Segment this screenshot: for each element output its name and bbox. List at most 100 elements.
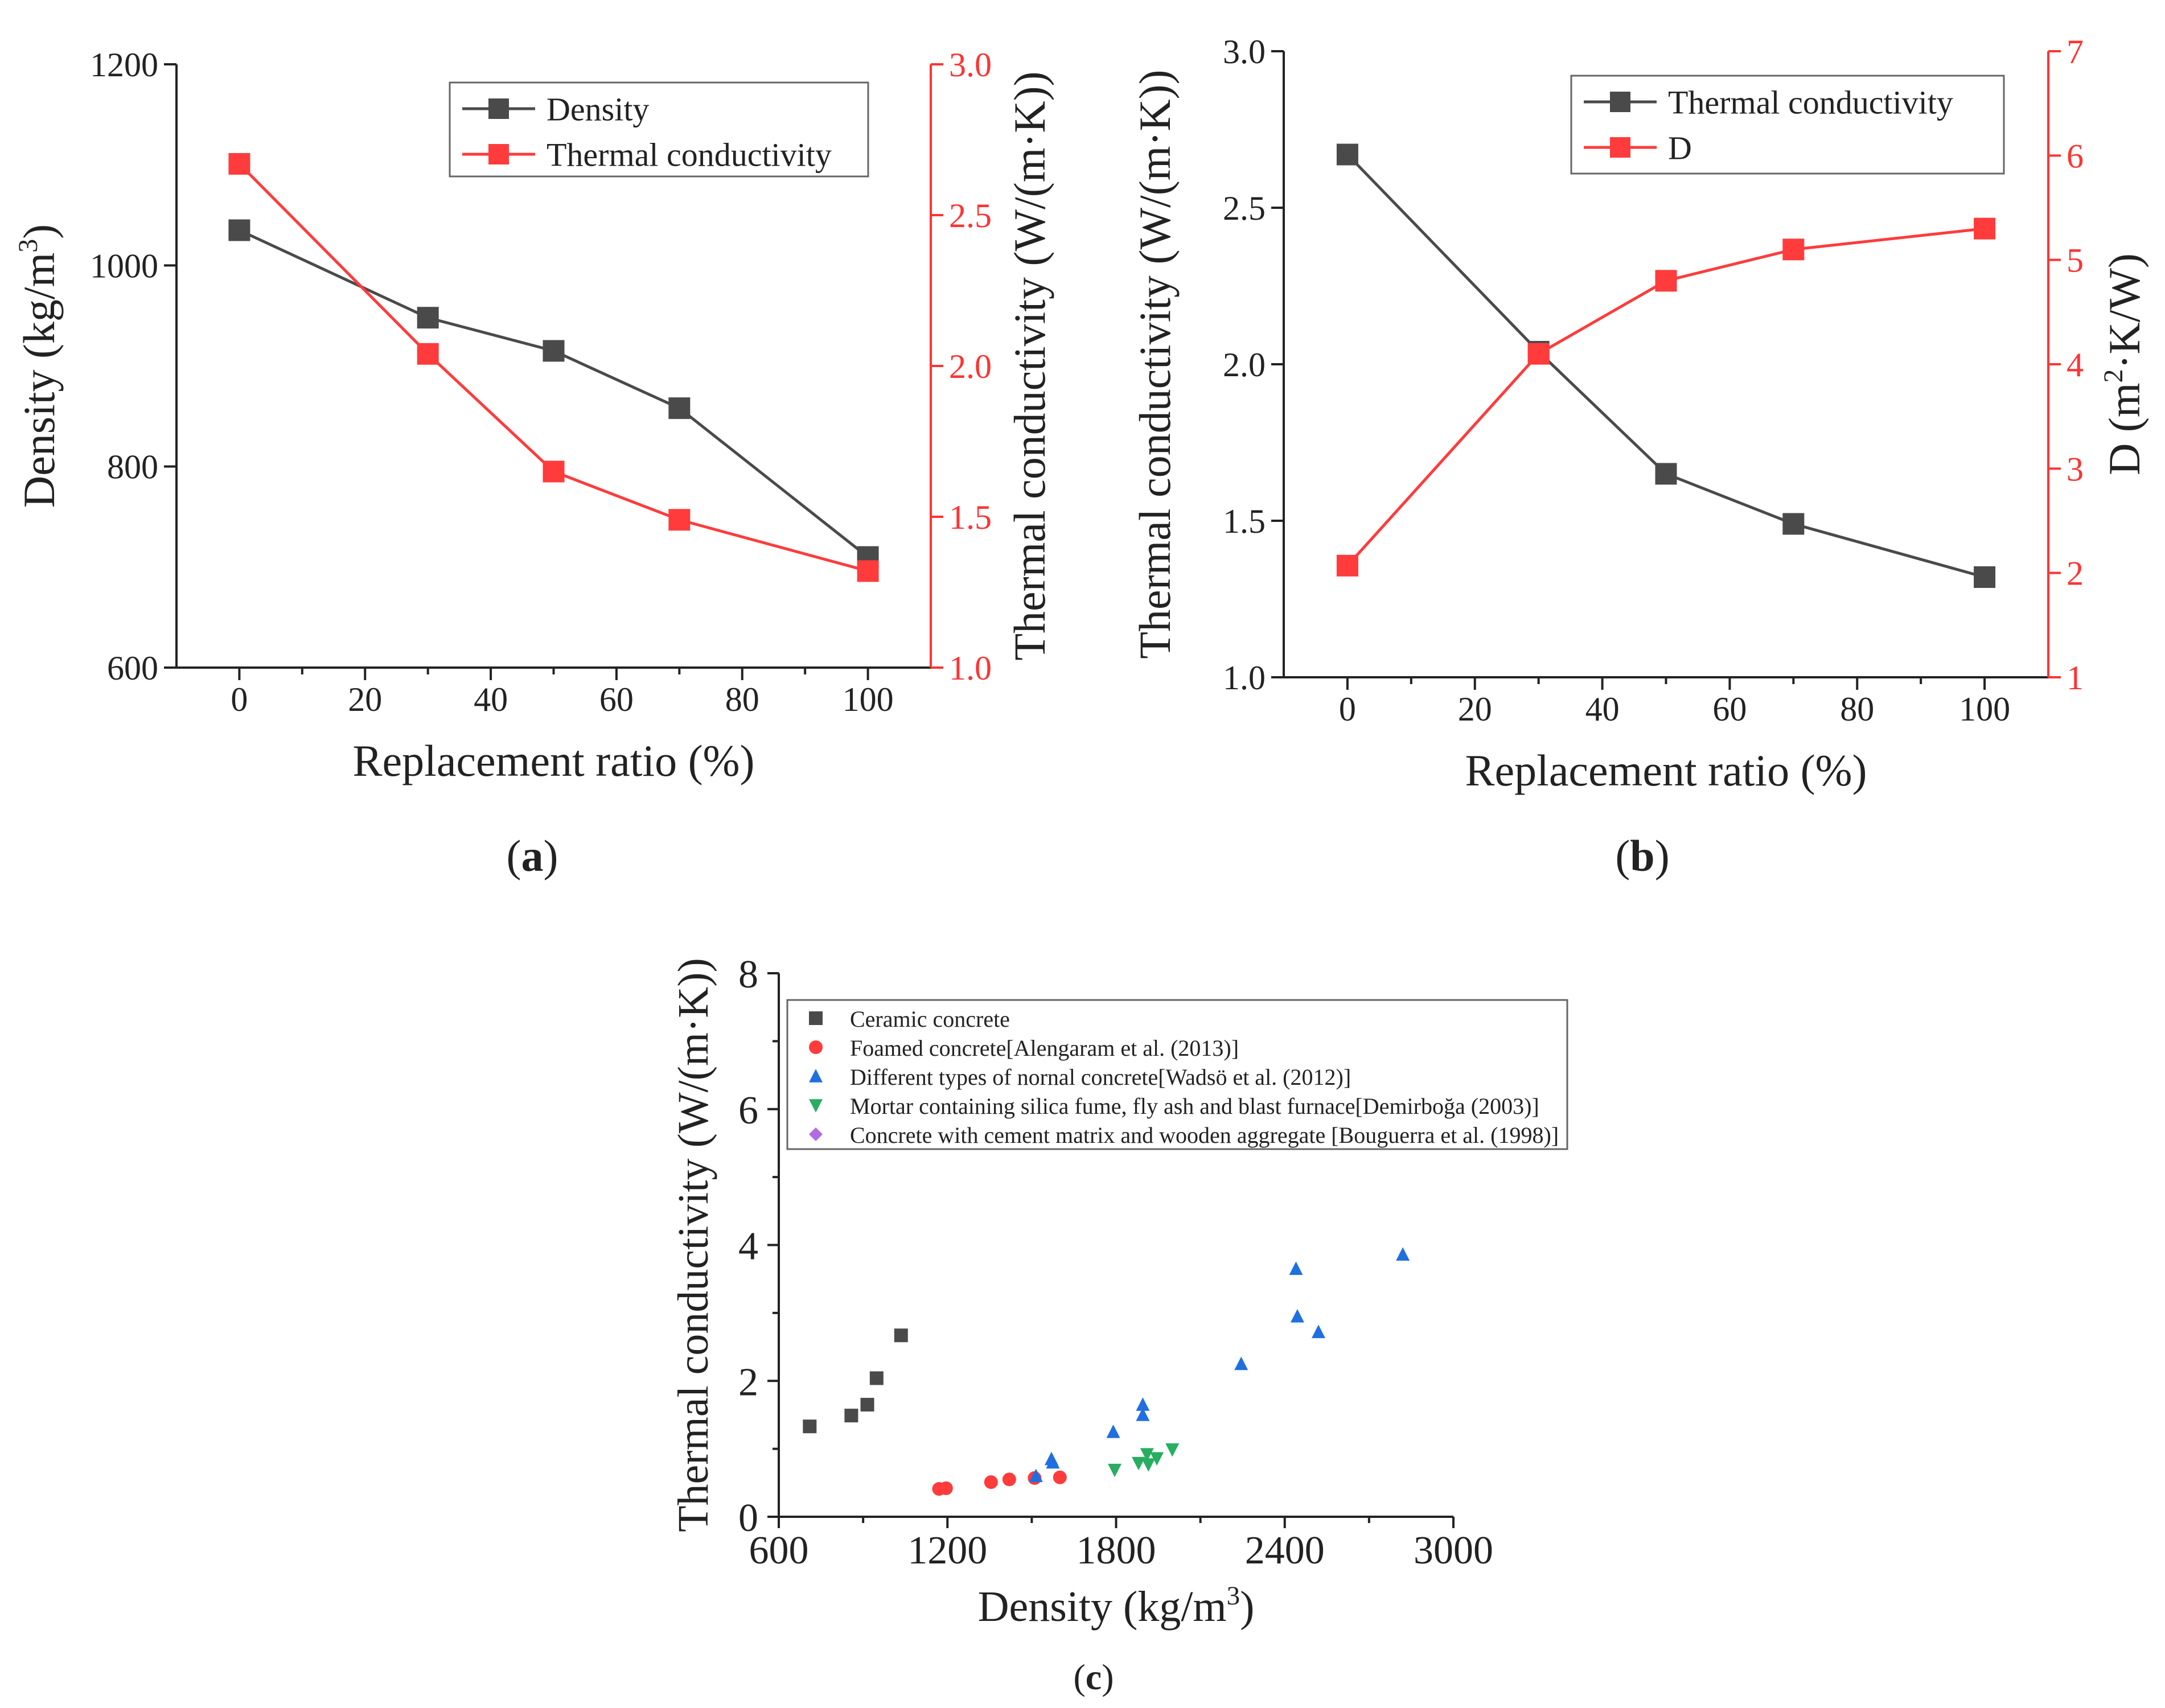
- legend-marker: [488, 98, 509, 119]
- legend-marker: [1610, 92, 1630, 112]
- data-point: [1527, 343, 1550, 365]
- x-tick-label: 40: [1585, 690, 1620, 728]
- data-point: [668, 509, 691, 531]
- x-axis-title: Replacement ratio (%): [353, 736, 755, 785]
- legend-label: Ceramic concrete: [850, 1006, 1010, 1032]
- y-tick-label: 8: [738, 953, 758, 997]
- legend-marker: [809, 1040, 823, 1054]
- panel-b-chart: 0 20 40 60 80 100 1.0 1.5 2.0 2.5 3.0 1 2 3 4 5 6 7 Replac…: [1130, 33, 2149, 880]
- data-point: [894, 1328, 908, 1343]
- x-tick-label: 60: [599, 681, 634, 718]
- legend-marker: [1610, 137, 1630, 158]
- data-point: [860, 1398, 874, 1412]
- x-tick-label: 40: [474, 681, 508, 718]
- panel-label: (c): [1073, 1657, 1114, 1697]
- x-axis-title: Density (kg/m3): [978, 1581, 1255, 1631]
- data-point: [1782, 513, 1805, 535]
- data-point: [1046, 1455, 1060, 1469]
- y-tick-label: 2: [738, 1360, 758, 1404]
- series-line-0: [239, 229, 869, 558]
- legend-label: Density: [547, 90, 649, 127]
- legend-label: Thermal conductivity: [547, 136, 832, 173]
- y-axis-title: Thermal conductivity (W/(m·K)): [669, 958, 717, 1532]
- panel-c-chart: 600 1200 1800 2400 3000 0 2 4 6 8 Density (kg/m3) T…: [669, 953, 1568, 1697]
- data-point: [1136, 1407, 1150, 1421]
- y-left-tick-label: 3.0: [1223, 33, 1266, 71]
- data-point: [1002, 1472, 1016, 1487]
- x-tick-label: 100: [843, 681, 894, 718]
- data-point: [1150, 1452, 1164, 1466]
- y-right-axis-title: Thermal conductivity (W/(m·K)): [1005, 71, 1054, 660]
- y-tick-label: 4: [738, 1225, 758, 1269]
- data-point: [1336, 554, 1358, 577]
- legend-box: [786, 999, 1568, 1150]
- x-tick-label: 3000: [1414, 1529, 1493, 1573]
- x-tick-label: 20: [348, 681, 382, 718]
- y-right-tick-label: 2: [2067, 555, 2084, 592]
- data-point: [228, 153, 250, 175]
- legend-marker: [809, 1069, 823, 1083]
- data-point: [543, 340, 565, 362]
- legend-label: D: [1668, 129, 1692, 166]
- y-right-tick-label: 4: [2067, 346, 2084, 384]
- data-point: [1290, 1309, 1304, 1323]
- data-point: [803, 1419, 817, 1434]
- y-right-tick-label: 6: [2067, 137, 2084, 175]
- y-tick-label: 0: [738, 1496, 758, 1540]
- legend-label: Concrete with cement matrix and wooden a…: [850, 1122, 1559, 1148]
- y-left-tick-label: 2.0: [1223, 346, 1266, 384]
- data-point: [1782, 238, 1805, 261]
- panel-label: (a): [507, 831, 558, 880]
- data-point: [1336, 143, 1358, 166]
- data-point: [1029, 1468, 1043, 1483]
- y-right-tick-label: 1: [2067, 659, 2084, 697]
- data-point: [417, 307, 439, 329]
- data-point: [668, 397, 691, 419]
- data-point: [1140, 1448, 1154, 1462]
- y-left-axis-title: Thermal conductivity (W/(m·K)): [1130, 69, 1180, 658]
- data-point: [1289, 1261, 1303, 1275]
- data-point: [1655, 463, 1677, 485]
- y-left-axis-title: Density (kg/m3): [13, 224, 64, 508]
- legend-box: [449, 81, 869, 178]
- legend-marker: [809, 1099, 823, 1113]
- data-point: [984, 1475, 998, 1489]
- data-point: [1132, 1456, 1145, 1471]
- data-point: [417, 343, 439, 365]
- y-right-tick-label: 7: [2067, 33, 2084, 71]
- y-right-tick-label: 5: [2067, 242, 2084, 279]
- x-tick-label: 100: [1959, 690, 2010, 728]
- data-point: [857, 560, 879, 582]
- y-right-tick-label: 1.5: [949, 499, 992, 536]
- legend-marker: [809, 1011, 823, 1025]
- y-left-tick-label: 1.0: [1223, 659, 1266, 697]
- x-tick-label: 0: [231, 681, 248, 718]
- x-tick-label: 1200: [907, 1529, 987, 1573]
- data-point: [1396, 1247, 1410, 1261]
- data-point: [1106, 1424, 1120, 1438]
- data-point: [939, 1481, 953, 1495]
- data-point: [1053, 1470, 1067, 1484]
- x-tick-label: 0: [1339, 690, 1356, 728]
- y-right-tick-label: 1.0: [949, 649, 992, 687]
- panel-label: (b): [1615, 831, 1669, 880]
- x-tick-label: 60: [1712, 690, 1747, 728]
- x-tick-label: 80: [1840, 690, 1874, 728]
- data-point: [1108, 1463, 1122, 1477]
- y-left-tick-label: 1200: [90, 46, 158, 84]
- data-point: [543, 460, 565, 483]
- x-tick-label: 80: [725, 681, 759, 718]
- y-right-tick-label: 2.5: [949, 197, 992, 234]
- x-tick-label: 20: [1458, 690, 1492, 728]
- series-line-1: [238, 163, 869, 573]
- data-point: [1974, 217, 1996, 240]
- x-tick-label: 600: [749, 1529, 809, 1573]
- legend-label: Mortar containing silica fume, fly ash a…: [850, 1093, 1539, 1119]
- y-tick-label: 6: [738, 1089, 758, 1133]
- legend-box: [1570, 75, 2005, 175]
- y-left-tick-label: 1000: [90, 247, 158, 285]
- x-tick-label: 2400: [1245, 1529, 1325, 1573]
- legend-label: Thermal conductivity: [1668, 84, 1953, 121]
- data-point: [1234, 1356, 1248, 1370]
